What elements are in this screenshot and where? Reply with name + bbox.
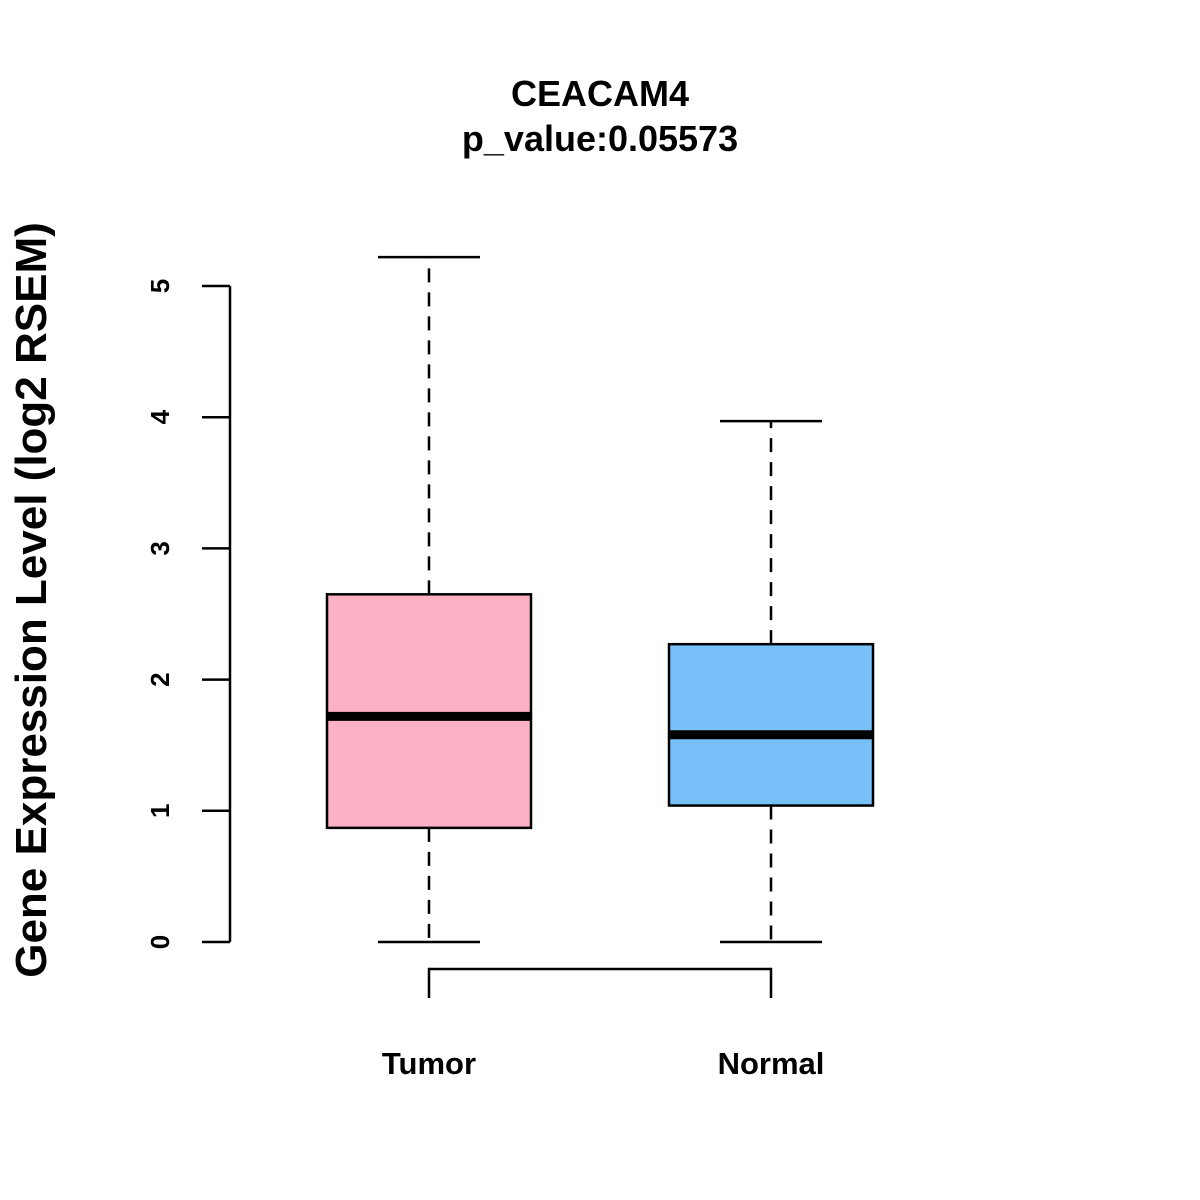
boxes-group	[325, 255, 875, 944]
iqr-box	[325, 593, 533, 830]
category-labels: Tumor Normal	[382, 1046, 824, 1081]
y-tick-label: 5	[145, 279, 175, 293]
chart-title: CEACAM4	[511, 73, 689, 114]
chart-subtitle: p_value:0.05573	[462, 118, 738, 159]
category-label-tumor: Tumor	[382, 1046, 476, 1081]
y-tick-label: 2	[145, 672, 175, 686]
y-tick-label: 1	[145, 804, 175, 818]
y-tick-label: 0	[145, 935, 175, 949]
bracket-line	[427, 967, 773, 998]
comparison-bracket	[427, 967, 773, 998]
iqr-box	[667, 642, 875, 807]
y-axis-label: Gene Expression Level (log2 RSEM)	[7, 222, 56, 978]
y-tick-label: 3	[145, 541, 175, 555]
category-label-normal: Normal	[718, 1046, 825, 1081]
y-tick-label: 4	[145, 409, 175, 424]
y-axis: 0 1 2 3 4 5	[145, 279, 232, 949]
box-normal	[667, 419, 875, 944]
box-tumor	[325, 255, 533, 944]
